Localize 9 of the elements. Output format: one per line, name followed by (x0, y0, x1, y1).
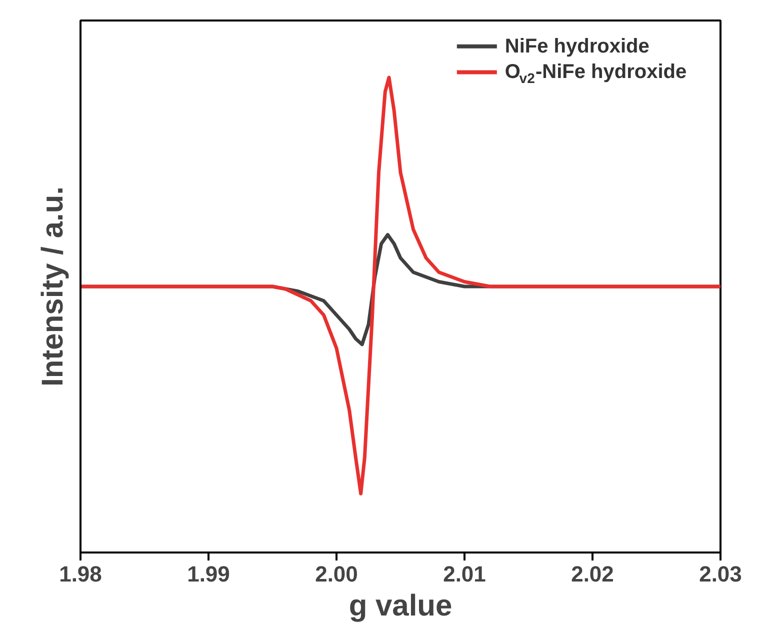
y-axis-title: Intensity / a.u. (36, 186, 70, 387)
x-tick-label: 2.03 (699, 562, 742, 586)
x-tick-label: 1.98 (59, 562, 102, 586)
legend-label: NiFe hydroxide (504, 35, 650, 58)
x-tick-label: 2.01 (443, 562, 486, 586)
x-tick-label: 2.00 (315, 562, 358, 586)
x-tick-label: 1.99 (187, 562, 230, 586)
x-tick-label: 2.02 (571, 562, 614, 586)
x-axis-title: g value (348, 590, 452, 622)
